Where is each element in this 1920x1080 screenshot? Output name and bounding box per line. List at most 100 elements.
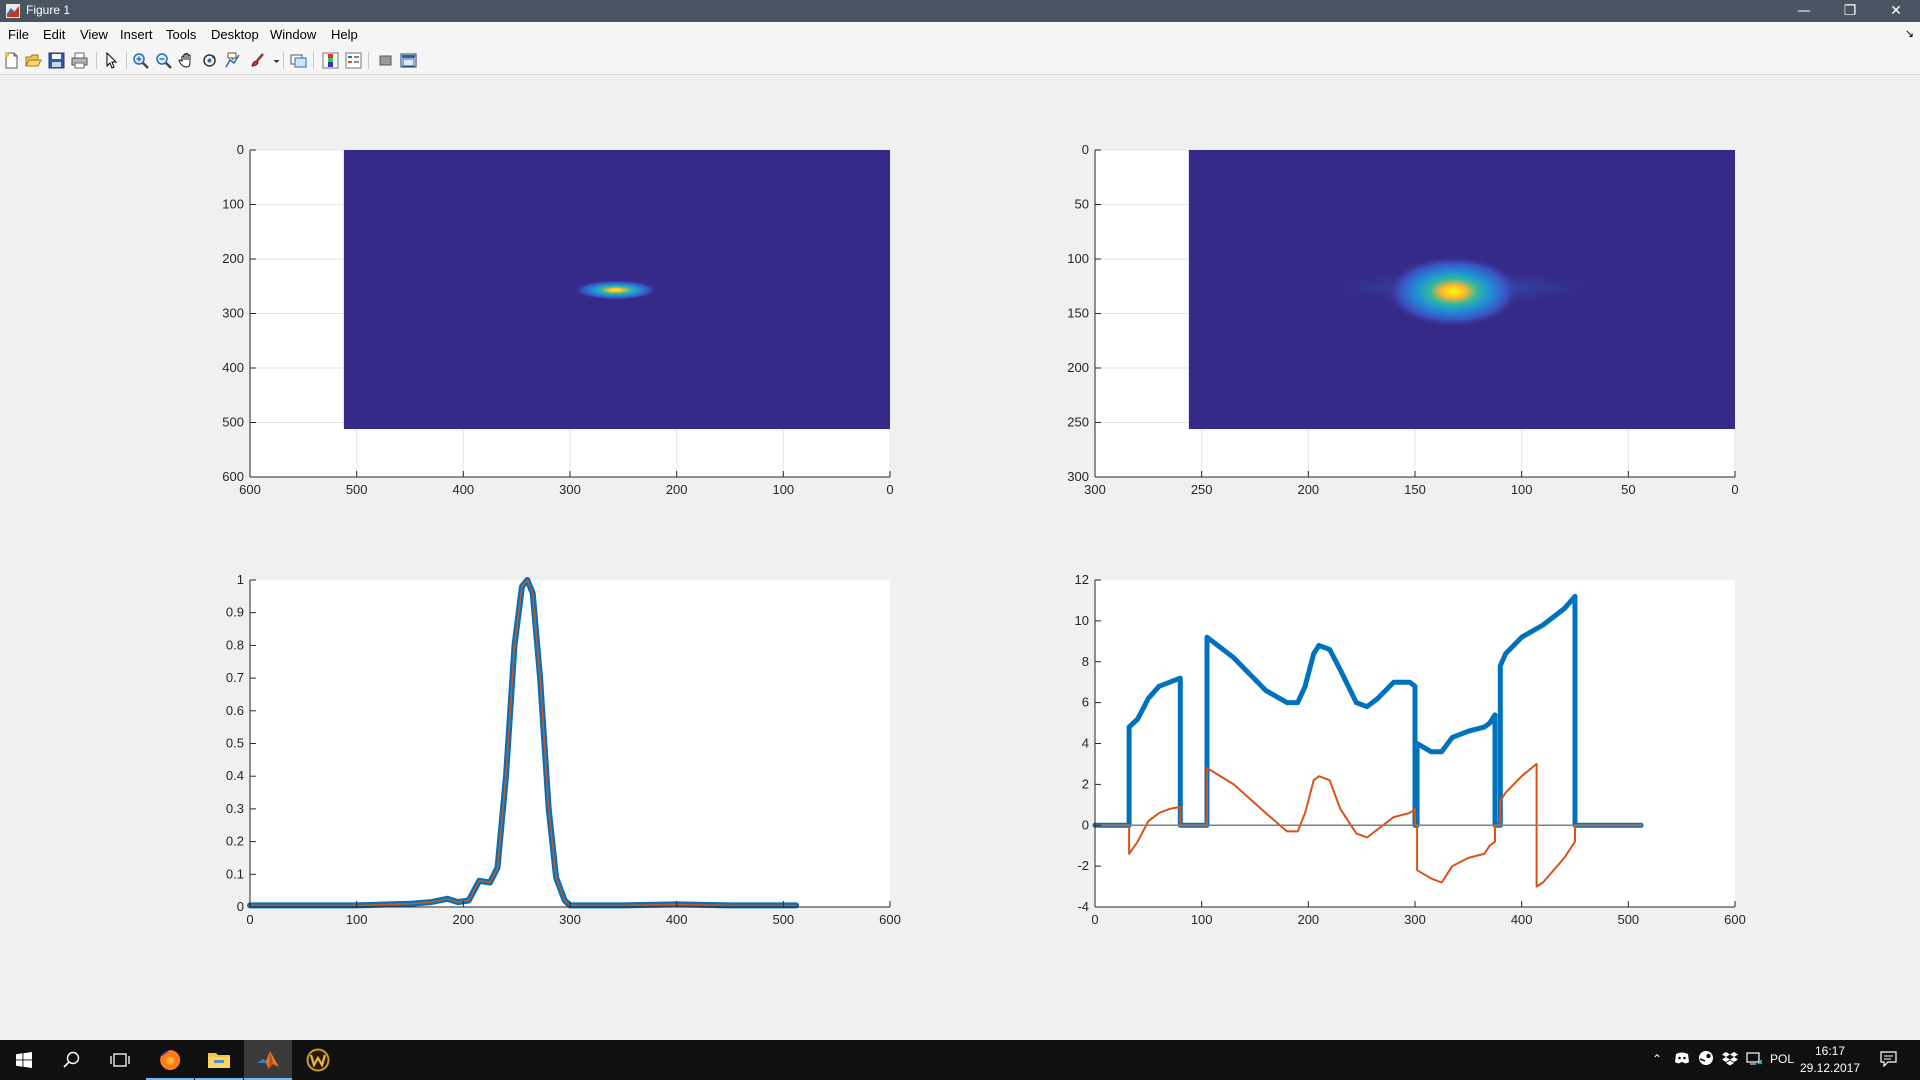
x-tick-label: 0 <box>886 482 893 497</box>
warcraft-icon[interactable] <box>294 1040 342 1080</box>
edit-plot-icon[interactable] <box>103 52 120 69</box>
save-icon[interactable] <box>48 52 65 69</box>
menu-edit[interactable]: Edit <box>43 27 66 42</box>
dock-figure-icon[interactable]: ↘ <box>1904 27 1914 40</box>
y-tick-label: -2 <box>1077 858 1089 873</box>
menu-desktop[interactable]: Desktop <box>211 27 259 42</box>
search-icon[interactable] <box>48 1040 96 1080</box>
minimize-button[interactable]: — <box>1797 3 1811 19</box>
y-tick-label: 200 <box>222 251 244 266</box>
network-tray-icon[interactable] <box>1746 1050 1763 1069</box>
menu-view[interactable]: View <box>80 27 108 42</box>
insert-colorbar-icon[interactable] <box>322 52 339 69</box>
input-language-indicator[interactable]: POL <box>1770 1052 1795 1066</box>
windows-taskbar: ⌃ POL 16:17 29.12.2017 <box>0 1040 1920 1080</box>
y-tick-label: 8 <box>1082 654 1089 669</box>
matlab-figure-icon <box>6 4 20 18</box>
x-tick-label: 0 <box>1091 912 1098 927</box>
firefox-icon[interactable] <box>146 1040 194 1080</box>
data-cursor-icon[interactable] <box>224 52 241 69</box>
y-tick-label: 6 <box>1082 695 1089 710</box>
discord-tray-icon[interactable] <box>1674 1050 1690 1069</box>
steam-tray-icon[interactable] <box>1698 1050 1714 1069</box>
restore-button[interactable]: ❐ <box>1843 3 1857 19</box>
x-tick-label: 100 <box>772 482 794 497</box>
x-tick-label: 200 <box>666 482 688 497</box>
axes-image-2[interactable]: 0 50 100 150 200 250 300 0 50 100 150 200 250 300 <box>960 75 1920 545</box>
new-figure-icon[interactable] <box>3 52 20 69</box>
y-tick-label: 400 <box>222 360 244 375</box>
y-tick-label: 0.9 <box>226 605 244 620</box>
plot-area[interactable] <box>250 580 890 907</box>
y-tick-label: 600 <box>222 469 244 484</box>
axes-line-phase[interactable]: 0 100 200 300 400 500 600 -4 -2 0 2 4 6 8 10 12 <box>960 545 1920 1040</box>
axes-line-profile[interactable]: 0 100 200 300 400 500 600 0 0.1 0.2 0.3 0.4 0.5 0.6 0.… <box>0 545 960 1040</box>
x-tick-label: 150 <box>1404 482 1426 497</box>
x-tick-label: 300 <box>1084 482 1106 497</box>
print-icon[interactable] <box>71 52 88 69</box>
y-tick-label: -4 <box>1077 899 1089 914</box>
x-tick-label: 200 <box>1297 482 1319 497</box>
rotate-3d-icon[interactable] <box>201 52 218 69</box>
system-clock[interactable]: 16:17 29.12.2017 <box>1790 1043 1870 1077</box>
close-button[interactable]: ✕ <box>1890 3 1902 19</box>
x-tick-label: 600 <box>879 912 901 927</box>
zoom-in-icon[interactable] <box>132 52 149 69</box>
insert-legend-icon[interactable] <box>345 52 362 69</box>
x-tick-label: 500 <box>1617 912 1639 927</box>
x-tick-label: 0 <box>246 912 253 927</box>
windows-start-icon[interactable] <box>0 1040 48 1080</box>
brush-icon[interactable] <box>249 52 266 69</box>
y-tick-label: 2 <box>1082 776 1089 791</box>
show-hidden-icons[interactable]: ⌃ <box>1652 1052 1663 1066</box>
clock-time: 16:17 <box>1814 1044 1846 1058</box>
y-tick-label: 0.2 <box>226 834 244 849</box>
zoom-out-icon[interactable] <box>155 52 172 69</box>
x-tick-label: 250 <box>1191 482 1213 497</box>
matlab-icon[interactable] <box>244 1040 292 1080</box>
y-tick-label: 0 <box>1082 817 1089 832</box>
y-tick-label: 0.4 <box>226 768 244 783</box>
link-plot-icon[interactable] <box>290 52 307 69</box>
file-explorer-icon[interactable] <box>195 1040 243 1080</box>
image-peak <box>1385 255 1522 328</box>
y-tick-label: 10 <box>1075 613 1089 628</box>
y-tick-label: 100 <box>1067 251 1089 266</box>
y-tick-label: 300 <box>1067 469 1089 484</box>
open-file-icon[interactable] <box>25 52 42 69</box>
y-tick-label: 12 <box>1075 572 1089 587</box>
y-tick-label: 250 <box>1067 415 1089 430</box>
x-tick-label: 200 <box>1297 912 1319 927</box>
y-tick-label: 300 <box>222 306 244 321</box>
menu-bar: File Edit View Insert Tools Desktop Wind… <box>0 22 1920 46</box>
brush-dropdown-icon[interactable] <box>268 52 280 69</box>
show-plot-tools-icon[interactable] <box>400 52 417 69</box>
figure-canvas[interactable]: 0 100 200 300 400 500 600 0 100 200 300 400 500 600 0… <box>0 75 1920 1040</box>
y-tick-label: 500 <box>222 415 244 430</box>
y-tick-label: 1 <box>237 572 244 587</box>
figure-toolbar <box>0 47 1920 75</box>
menu-tools[interactable]: Tools <box>166 27 197 42</box>
dropbox-tray-icon[interactable] <box>1722 1051 1738 1069</box>
axes-image-1[interactable]: 0 100 200 300 400 500 600 0 100 200 300 400 500 600 <box>0 75 960 545</box>
series-line-2[interactable] <box>249 579 797 907</box>
series-line-2[interactable] <box>1094 762 1643 888</box>
menu-file[interactable]: File <box>8 27 29 42</box>
hide-plot-tools-icon[interactable] <box>377 52 394 69</box>
task-view-icon[interactable] <box>96 1040 144 1080</box>
menu-help[interactable]: Help <box>331 27 358 42</box>
action-center-icon[interactable] <box>1880 1051 1897 1070</box>
menu-insert[interactable]: Insert <box>120 27 153 42</box>
x-tick-label: 50 <box>1621 482 1635 497</box>
x-tick-label: 500 <box>772 912 794 927</box>
pan-icon[interactable] <box>178 52 195 69</box>
series-line-1[interactable] <box>1092 593 1644 828</box>
menu-window[interactable]: Window <box>270 27 317 42</box>
y-tick-label: 0 <box>237 142 244 157</box>
x-tick-label: 100 <box>346 912 368 927</box>
x-tick-label: 0 <box>1731 482 1738 497</box>
image-peak <box>573 280 658 301</box>
y-tick-label: 0.7 <box>226 670 244 685</box>
y-tick-label: 100 <box>222 197 244 212</box>
y-tick-label: 0 <box>1082 142 1089 157</box>
